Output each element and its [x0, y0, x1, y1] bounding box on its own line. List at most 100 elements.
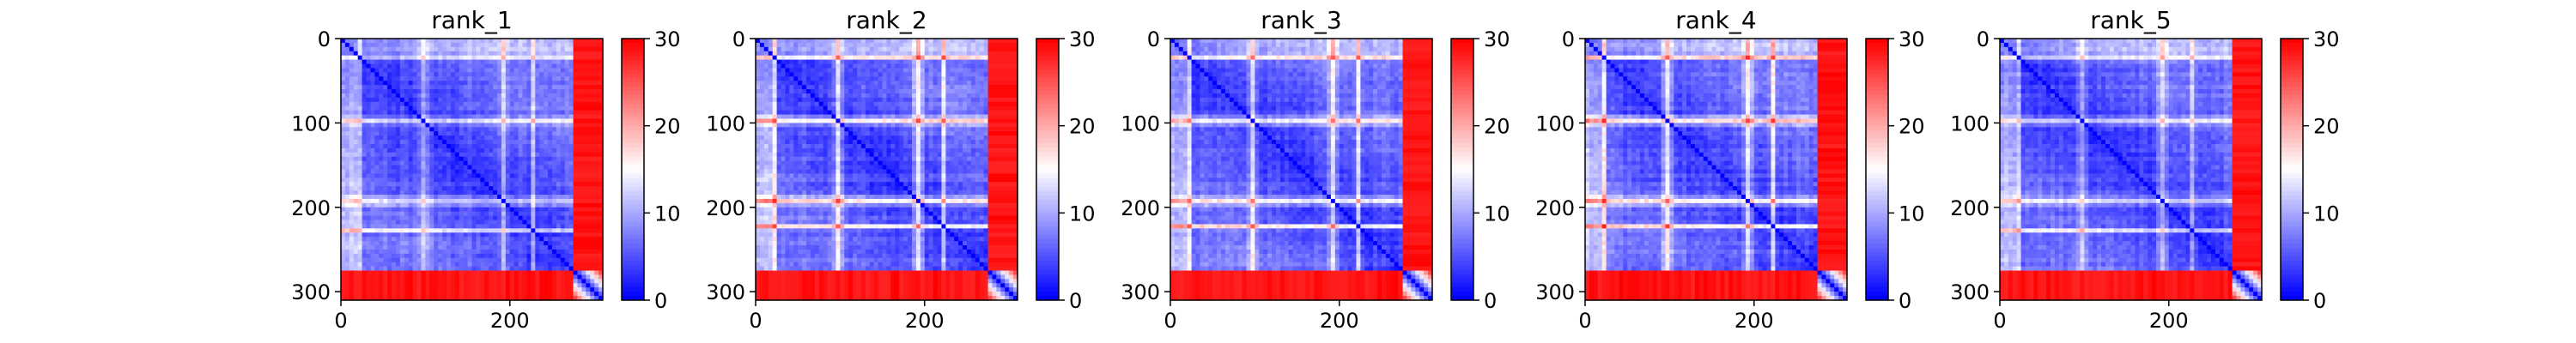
heatmap-cell — [497, 131, 502, 136]
heatmap-cell — [358, 153, 363, 158]
heatmap-cell — [523, 250, 528, 255]
heatmap-cell — [574, 51, 579, 57]
heatmap-cell — [480, 186, 485, 191]
heatmap-cell — [577, 60, 582, 65]
heatmap-cell — [480, 157, 485, 162]
heatmap-cell — [417, 232, 422, 238]
heatmap-cell — [472, 47, 477, 52]
heatmap-cell — [421, 153, 426, 158]
heatmap-cell — [539, 220, 544, 226]
heatmap-cell — [459, 292, 465, 297]
heatmap-cell — [472, 165, 477, 171]
heatmap-cell — [362, 68, 368, 73]
heatmap-cell — [387, 93, 392, 99]
heatmap-cell — [489, 81, 494, 86]
heatmap-cell — [447, 186, 452, 191]
heatmap-cell — [447, 81, 452, 86]
heatmap-cell — [874, 102, 879, 107]
heatmap-cell — [764, 47, 769, 52]
heatmap-cell — [793, 47, 799, 52]
heatmap-cell — [857, 47, 862, 52]
heatmap-cell — [590, 283, 595, 288]
heatmap-cell — [400, 250, 405, 255]
heatmap-cell — [857, 76, 862, 81]
heatmap-cell — [464, 89, 469, 94]
heatmap-cell — [785, 85, 790, 90]
heatmap-cell — [417, 237, 422, 242]
heatmap-cell — [510, 267, 515, 272]
heatmap-cell — [1000, 76, 1005, 81]
heatmap-cell — [489, 203, 494, 208]
heatmap-cell — [523, 39, 528, 44]
heatmap-cell — [844, 89, 849, 94]
heatmap-cell — [835, 102, 841, 107]
heatmap-cell — [996, 72, 1001, 77]
heatmap-cell — [789, 89, 794, 94]
heatmap-cell — [526, 131, 532, 136]
heatmap-cell — [793, 111, 799, 116]
heatmap-cell — [916, 76, 921, 81]
heatmap-cell — [455, 292, 460, 297]
heatmap-cell — [459, 267, 465, 272]
heatmap-cell — [789, 102, 794, 107]
heatmap-cell — [497, 161, 502, 166]
heatmap-cell — [1005, 47, 1010, 52]
heatmap-cell — [548, 216, 553, 221]
heatmap-cell — [501, 178, 507, 183]
heatmap-cell — [815, 60, 820, 65]
heatmap-cell — [793, 39, 799, 44]
heatmap-cell — [958, 47, 963, 52]
heatmap-cell — [447, 254, 452, 259]
heatmap-cell — [992, 64, 997, 69]
heatmap-cell — [404, 157, 410, 162]
heatmap-cell — [929, 56, 934, 61]
heatmap-cells — [341, 39, 604, 301]
heatmap-cell — [429, 102, 434, 107]
y-tick-label: 300 — [291, 280, 331, 304]
heatmap-cell — [417, 212, 422, 217]
heatmap-cell — [535, 220, 540, 226]
heatmap-cell — [354, 106, 359, 111]
heatmap-cell — [421, 106, 426, 111]
heatmap-cell — [374, 135, 380, 141]
heatmap-cell — [341, 51, 346, 57]
heatmap-cell — [590, 60, 595, 65]
heatmap-cell — [561, 76, 566, 81]
heatmap-cell — [345, 199, 350, 204]
heatmap-cell — [819, 81, 824, 86]
heatmap-cell — [341, 85, 346, 90]
heatmap-cell — [590, 292, 595, 297]
heatmap-cell — [874, 39, 879, 44]
heatmap-cell — [413, 144, 418, 149]
heatmap-cell — [870, 85, 875, 90]
heatmap-cell — [476, 85, 481, 90]
heatmap-cell — [476, 81, 481, 86]
heatmap-cell — [451, 76, 456, 81]
heatmap-cell — [531, 56, 536, 61]
colorbar-swatch — [622, 183, 644, 188]
heatmap-cell — [556, 153, 562, 158]
heatmap-cell — [434, 274, 439, 280]
heatmap-cell — [828, 102, 833, 107]
heatmap-cell — [514, 279, 519, 284]
heatmap-cell — [561, 274, 566, 280]
heatmap-cell — [383, 51, 388, 57]
heatmap-cell — [519, 182, 524, 187]
heatmap-cell — [354, 81, 359, 86]
heatmap-cell — [404, 60, 410, 65]
heatmap-cell — [781, 76, 787, 81]
heatmap-cell — [760, 47, 765, 52]
heatmap-cell — [493, 212, 498, 217]
heatmap-cell — [535, 102, 540, 107]
heatmap-cell — [548, 98, 553, 103]
heatmap-cell — [387, 208, 392, 213]
heatmap-cell — [586, 60, 591, 65]
heatmap-cell — [539, 127, 544, 132]
heatmap-cell — [506, 56, 511, 61]
heatmap-cell — [442, 118, 447, 123]
heatmap-cell — [899, 89, 904, 94]
heatmap-cell — [409, 199, 414, 204]
heatmap-cell — [447, 279, 452, 284]
heatmap-cell — [954, 85, 959, 90]
heatmap-cell — [835, 64, 841, 69]
